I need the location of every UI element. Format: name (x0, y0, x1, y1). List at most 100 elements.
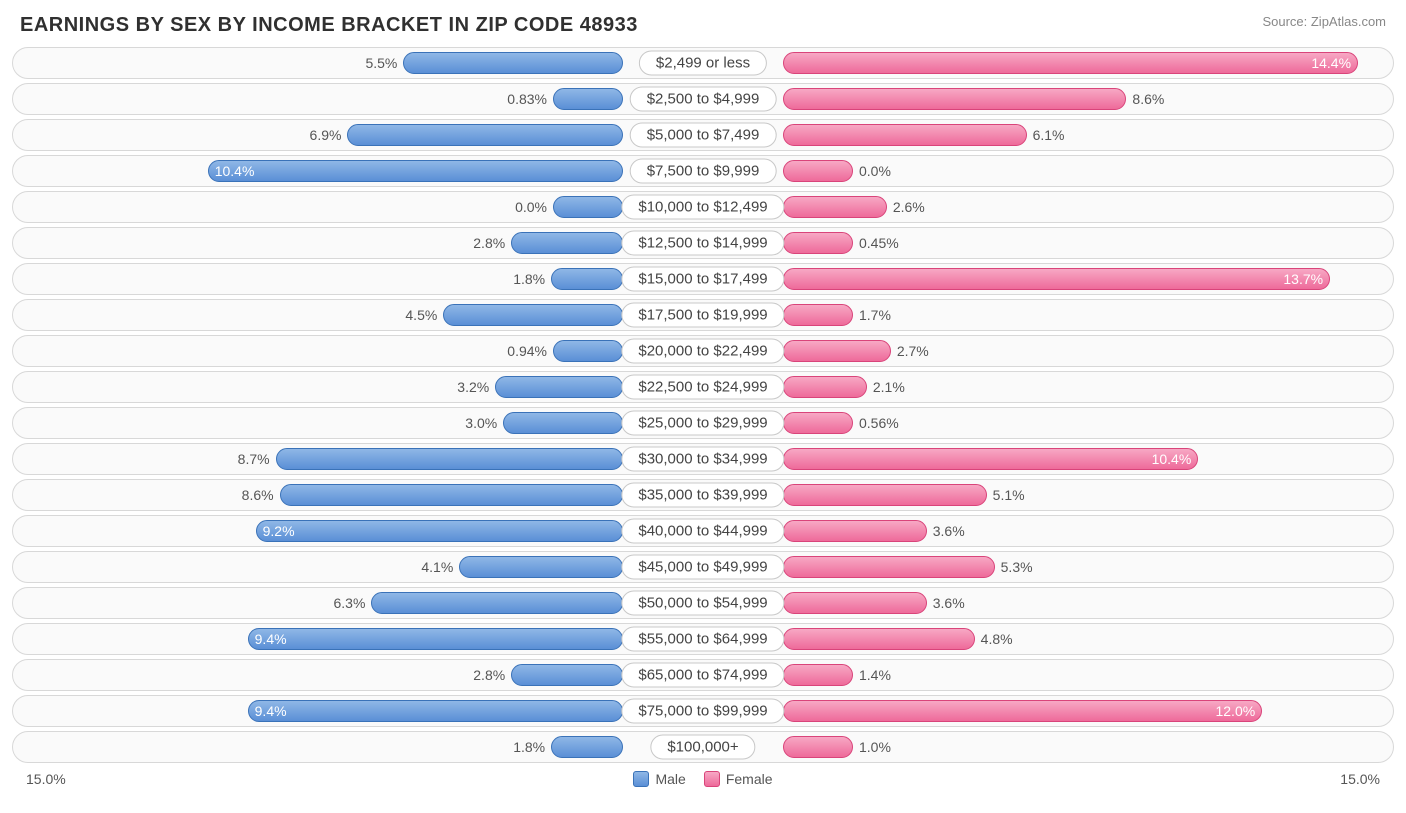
male-value-label: 3.2% (451, 379, 495, 395)
chart-row: 3.0% 0.56% $25,000 to $29,999 (12, 407, 1394, 439)
female-value-label: 3.6% (927, 595, 971, 611)
chart-row: 1.8% 13.7%$15,000 to $17,499 (12, 263, 1394, 295)
male-bar (551, 736, 623, 758)
category-badge: $2,500 to $4,999 (630, 87, 777, 112)
axis-max-right: 15.0% (1340, 771, 1380, 787)
male-bar (347, 124, 623, 146)
chart-rows: 5.5%14.4%$2,499 or less0.83%8.6%$2,500 t… (12, 47, 1394, 763)
female-bar: 14.4% (783, 52, 1358, 74)
male-value-label: 2.8% (467, 235, 511, 251)
female-value-label: 0.0% (853, 163, 897, 179)
male-value-label: 5.5% (359, 55, 403, 71)
female-value-label: 5.3% (995, 559, 1039, 575)
category-badge: $10,000 to $12,499 (621, 195, 784, 220)
male-bar: 10.4% (208, 160, 623, 182)
female-value-label: 2.1% (867, 379, 911, 395)
male-value-label: 8.7% (232, 451, 276, 467)
category-badge: $15,000 to $17,499 (621, 267, 784, 292)
axis-max-left: 15.0% (26, 771, 66, 787)
male-value-label: 4.5% (399, 307, 443, 323)
female-value-label: 12.0% (1209, 703, 1261, 719)
female-value-label: 6.1% (1027, 127, 1071, 143)
female-bar (783, 484, 987, 506)
chart-row: 3.2% 2.1% $22,500 to $24,999 (12, 371, 1394, 403)
male-value-label: 9.2% (257, 523, 301, 539)
male-value-label: 1.8% (507, 739, 551, 755)
male-value-label: 1.8% (507, 271, 551, 287)
female-bar: 10.4% (783, 448, 1198, 470)
male-value-label: 0.0% (509, 199, 553, 215)
male-bar (495, 376, 623, 398)
category-badge: $75,000 to $99,999 (621, 699, 784, 724)
female-value-label: 0.45% (853, 235, 905, 251)
female-value-label: 5.1% (987, 487, 1031, 503)
male-bar (551, 268, 623, 290)
chart-footer: 15.0% Male Female 15.0% (12, 763, 1394, 791)
category-badge: $25,000 to $29,999 (621, 411, 784, 436)
male-value-label: 9.4% (249, 631, 293, 647)
male-value-label: 4.1% (415, 559, 459, 575)
female-bar (783, 412, 853, 434)
chart-row: 4.5%1.7%$17,500 to $19,999 (12, 299, 1394, 331)
chart-header: EARNINGS BY SEX BY INCOME BRACKET IN ZIP… (12, 10, 1394, 47)
category-badge: $20,000 to $22,499 (621, 339, 784, 364)
female-bar (783, 124, 1027, 146)
category-badge: $7,500 to $9,999 (630, 159, 777, 184)
legend-item-male: Male (633, 771, 685, 787)
male-bar (511, 232, 623, 254)
male-bar (553, 88, 623, 110)
male-bar: 9.4% (248, 628, 623, 650)
female-bar: 13.7% (783, 268, 1330, 290)
female-bar (783, 736, 853, 758)
chart-row: 0.0%2.6%$10,000 to $12,499 (12, 191, 1394, 223)
male-bar (280, 484, 623, 506)
female-value-label: 1.0% (853, 739, 897, 755)
chart-row: 9.4%4.8%$55,000 to $64,999 (12, 623, 1394, 655)
male-bar (553, 196, 623, 218)
category-badge: $2,499 or less (639, 51, 767, 76)
male-bar (403, 52, 623, 74)
female-value-label: 1.4% (853, 667, 897, 683)
chart-row: 6.3%3.6%$50,000 to $54,999 (12, 587, 1394, 619)
chart-row: 2.8% 0.45% $12,500 to $14,999 (12, 227, 1394, 259)
male-bar: 9.4% (248, 700, 623, 722)
category-badge: $50,000 to $54,999 (621, 591, 784, 616)
chart-title: EARNINGS BY SEX BY INCOME BRACKET IN ZIP… (20, 14, 638, 37)
male-value-label: 0.83% (501, 91, 553, 107)
female-value-label: 0.56% (853, 415, 905, 431)
chart-row: 8.6%5.1%$35,000 to $39,999 (12, 479, 1394, 511)
male-value-label: 3.0% (459, 415, 503, 431)
category-badge: $65,000 to $74,999 (621, 663, 784, 688)
male-bar (459, 556, 623, 578)
chart-row: 2.8% 1.4% $65,000 to $74,999 (12, 659, 1394, 691)
male-value-label: 2.8% (467, 667, 511, 683)
male-bar: 9.2% (256, 520, 623, 542)
category-badge: $30,000 to $34,999 (621, 447, 784, 472)
category-badge: $22,500 to $24,999 (621, 375, 784, 400)
legend: Male Female (633, 771, 772, 787)
female-bar (783, 520, 927, 542)
female-bar (783, 556, 995, 578)
chart-row: 0.94%2.7%$20,000 to $22,499 (12, 335, 1394, 367)
chart-row: 9.2% 3.6% $40,000 to $44,999 (12, 515, 1394, 547)
female-value-label: 3.6% (927, 523, 971, 539)
female-bar (783, 196, 887, 218)
male-bar (511, 664, 623, 686)
source-attribution: Source: ZipAtlas.com (1262, 14, 1386, 29)
chart-row: 6.9%6.1%$5,000 to $7,499 (12, 119, 1394, 151)
female-bar (783, 664, 853, 686)
male-bar (443, 304, 623, 326)
legend-item-female: Female (704, 771, 773, 787)
female-bar (783, 340, 891, 362)
female-value-label: 4.8% (975, 631, 1019, 647)
female-bar (783, 88, 1126, 110)
chart-row: 8.7% 10.4%$30,000 to $34,999 (12, 443, 1394, 475)
category-badge: $40,000 to $44,999 (621, 519, 784, 544)
male-bar (503, 412, 623, 434)
category-badge: $12,500 to $14,999 (621, 231, 784, 256)
male-bar (276, 448, 623, 470)
chart-row: 9.4% 12.0% $75,000 to $99,999 (12, 695, 1394, 727)
female-value-label: 14.4% (1305, 55, 1357, 71)
category-badge: $100,000+ (650, 735, 755, 760)
legend-label-female: Female (726, 771, 773, 787)
